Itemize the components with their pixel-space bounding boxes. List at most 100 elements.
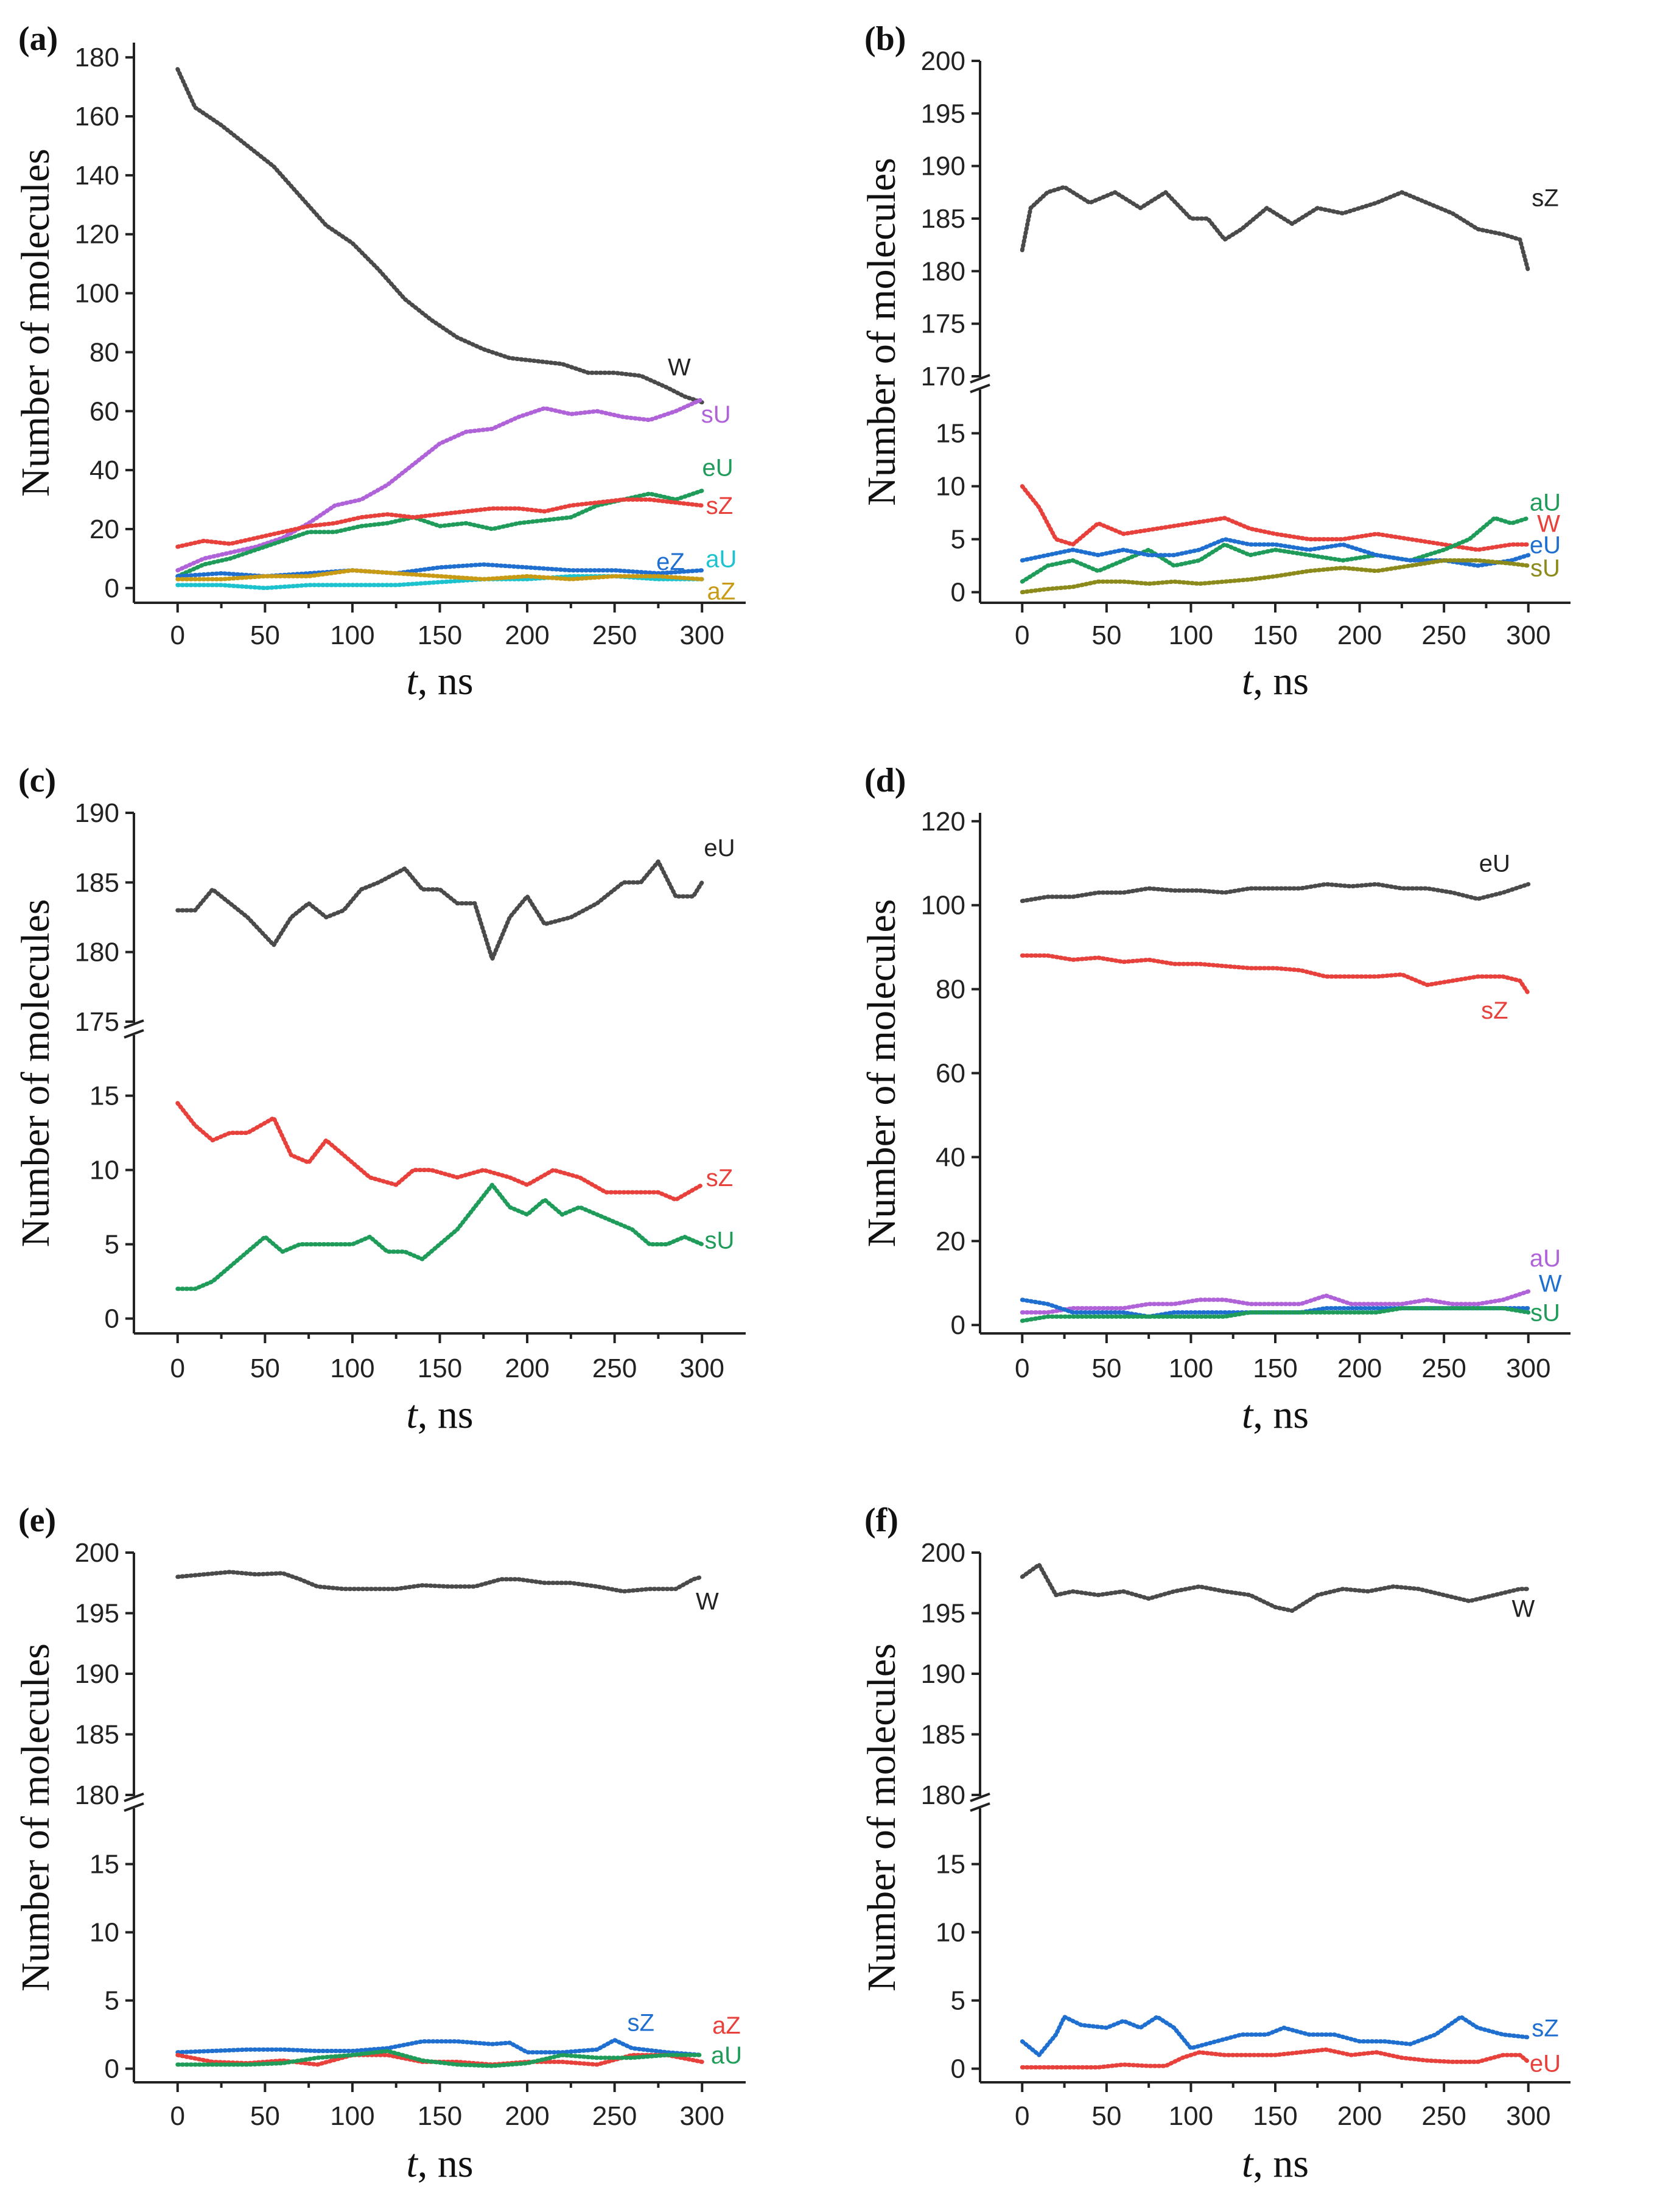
panel-label: (b) <box>864 20 906 58</box>
y-tick-label: 40 <box>89 455 119 485</box>
y-tick-label: 5 <box>105 1986 119 2016</box>
series-au-line <box>175 2049 704 2068</box>
panel-c: 0 5 10 15 175 180 185 190 0 50 100 150 200 250 300 eU sZ… <box>13 762 746 1437</box>
series-label-w: W <box>1539 1270 1562 1297</box>
series-label-eu: eU <box>1479 851 1510 877</box>
y-tick-label: 140 <box>75 161 119 191</box>
y-tick-label: 100 <box>921 891 965 921</box>
x-tick-label: 0 <box>170 620 185 650</box>
series-label-w: W <box>668 354 691 381</box>
x-axis-variable: t <box>1242 659 1254 703</box>
y-tick-label: 195 <box>921 1599 965 1629</box>
axis-break-mark <box>124 1029 144 1039</box>
y-tick-label: 60 <box>89 396 119 426</box>
y-tick-label: 180 <box>921 1780 965 1810</box>
series-label-su: sU <box>1530 1300 1560 1327</box>
x-tick-label: 0 <box>1015 2101 1029 2131</box>
y-axis-title: Number of molecules <box>860 899 904 1248</box>
y-tick-label: 10 <box>89 1156 119 1185</box>
y-tick-label: 175 <box>921 309 965 339</box>
x-axis-unit: , ns <box>418 1392 474 1437</box>
series-label-az: aZ <box>707 578 735 605</box>
x-axis-variable: t <box>1242 2141 1254 2186</box>
x-tick-label: 150 <box>418 2101 462 2131</box>
y-tick-label: 200 <box>921 46 965 76</box>
x-tick-label: 50 <box>1091 2101 1121 2131</box>
y-tick-label: 0 <box>951 1310 965 1340</box>
x-tick-label: 300 <box>680 1354 724 1383</box>
axis-break-mark <box>124 1792 144 1802</box>
x-tick-label: 250 <box>592 2101 637 2131</box>
x-tick-label: 0 <box>170 2101 185 2131</box>
series-label-sz: sZ <box>627 2009 654 2036</box>
y-tick-label: 5 <box>951 525 965 555</box>
series-label-sz: sZ <box>1481 997 1508 1024</box>
panel-d: 0 20 40 60 80 100 120 0 50 100 150 200 250 300 eU sZ aUW… <box>860 762 1571 1437</box>
panel-label: (a) <box>18 20 58 58</box>
series-w-line <box>175 1570 704 1594</box>
x-tick-label: 0 <box>1015 1354 1029 1383</box>
x-tick-label: 50 <box>1091 620 1121 650</box>
x-tick-label: 100 <box>1169 2101 1213 2131</box>
y-tick-label: 195 <box>921 99 965 128</box>
y-tick-label: 0 <box>951 2054 965 2084</box>
series-w-line <box>1020 1562 1531 1613</box>
y-tick-label: 180 <box>75 1780 119 1810</box>
panel-label: (e) <box>18 1501 56 1539</box>
x-tick-label: 200 <box>1337 2101 1382 2131</box>
x-tick-label: 100 <box>330 2101 374 2131</box>
x-tick-label: 150 <box>1253 1354 1297 1383</box>
x-axis-unit: , ns <box>1253 2141 1309 2186</box>
x-tick-label: 200 <box>505 620 549 650</box>
y-tick-label: 20 <box>936 1226 965 1256</box>
x-tick-label: 50 <box>250 620 280 650</box>
series-label-eu: eU <box>702 454 733 481</box>
x-tick-label: 150 <box>418 1354 462 1383</box>
series-label-au: aU <box>706 546 737 572</box>
x-tick-label: 300 <box>680 2101 724 2131</box>
x-tick-label: 200 <box>1337 620 1382 650</box>
y-tick-label: 180 <box>75 43 119 72</box>
x-tick-label: 250 <box>1421 2101 1466 2131</box>
x-tick-label: 150 <box>1253 620 1297 650</box>
x-tick-label: 200 <box>505 2101 549 2131</box>
x-axis-variable: t <box>406 1392 418 1437</box>
x-tick-label: 250 <box>1421 620 1466 650</box>
x-tick-label: 250 <box>1421 1354 1466 1383</box>
x-axis-title: t, ns <box>406 1392 473 1437</box>
y-tick-label: 200 <box>75 1538 119 1568</box>
x-tick-label: 100 <box>1169 1354 1213 1383</box>
x-axis-title: t, ns <box>406 659 473 703</box>
x-tick-label: 200 <box>505 1354 549 1383</box>
y-tick-label: 80 <box>89 337 119 367</box>
series-label-su: sU <box>1530 555 1560 582</box>
y-tick-label: 120 <box>75 220 119 250</box>
y-tick-label: 200 <box>921 1538 965 1568</box>
y-tick-label: 5 <box>951 1986 965 2016</box>
y-tick-label: 80 <box>936 975 965 1005</box>
panel-e: 0 5 10 15 180 185 190 195 200 0 50 100 150 200 250 300 W… <box>13 1501 746 2186</box>
series-label-sz: sZ <box>706 493 733 519</box>
series-su-line <box>1020 558 1531 595</box>
y-axis-title: Number of molecules <box>13 1643 58 1992</box>
panel-label: (d) <box>864 762 906 799</box>
x-tick-label: 250 <box>592 1354 637 1383</box>
x-tick-label: 0 <box>170 1354 185 1383</box>
x-tick-label: 100 <box>330 1354 374 1383</box>
y-tick-label: 170 <box>921 362 965 391</box>
y-tick-label: 185 <box>921 204 965 234</box>
series-label-sz: sZ <box>1532 184 1558 211</box>
y-tick-label: 10 <box>89 1918 119 1948</box>
series-label-au: aU <box>1530 1245 1561 1272</box>
x-axis-unit: , ns <box>418 2141 474 2186</box>
y-tick-label: 100 <box>75 279 119 309</box>
series-sz-line <box>1020 184 1531 273</box>
series-su-line <box>175 397 704 573</box>
series-label-au: aU <box>1530 490 1561 516</box>
x-axis-variable: t <box>406 659 418 703</box>
series-w-line <box>1020 484 1531 552</box>
series-au-line <box>1020 516 1531 584</box>
x-axis-title: t, ns <box>1242 659 1309 703</box>
axis-break-mark <box>970 384 990 393</box>
x-tick-label: 300 <box>1506 2101 1550 2131</box>
